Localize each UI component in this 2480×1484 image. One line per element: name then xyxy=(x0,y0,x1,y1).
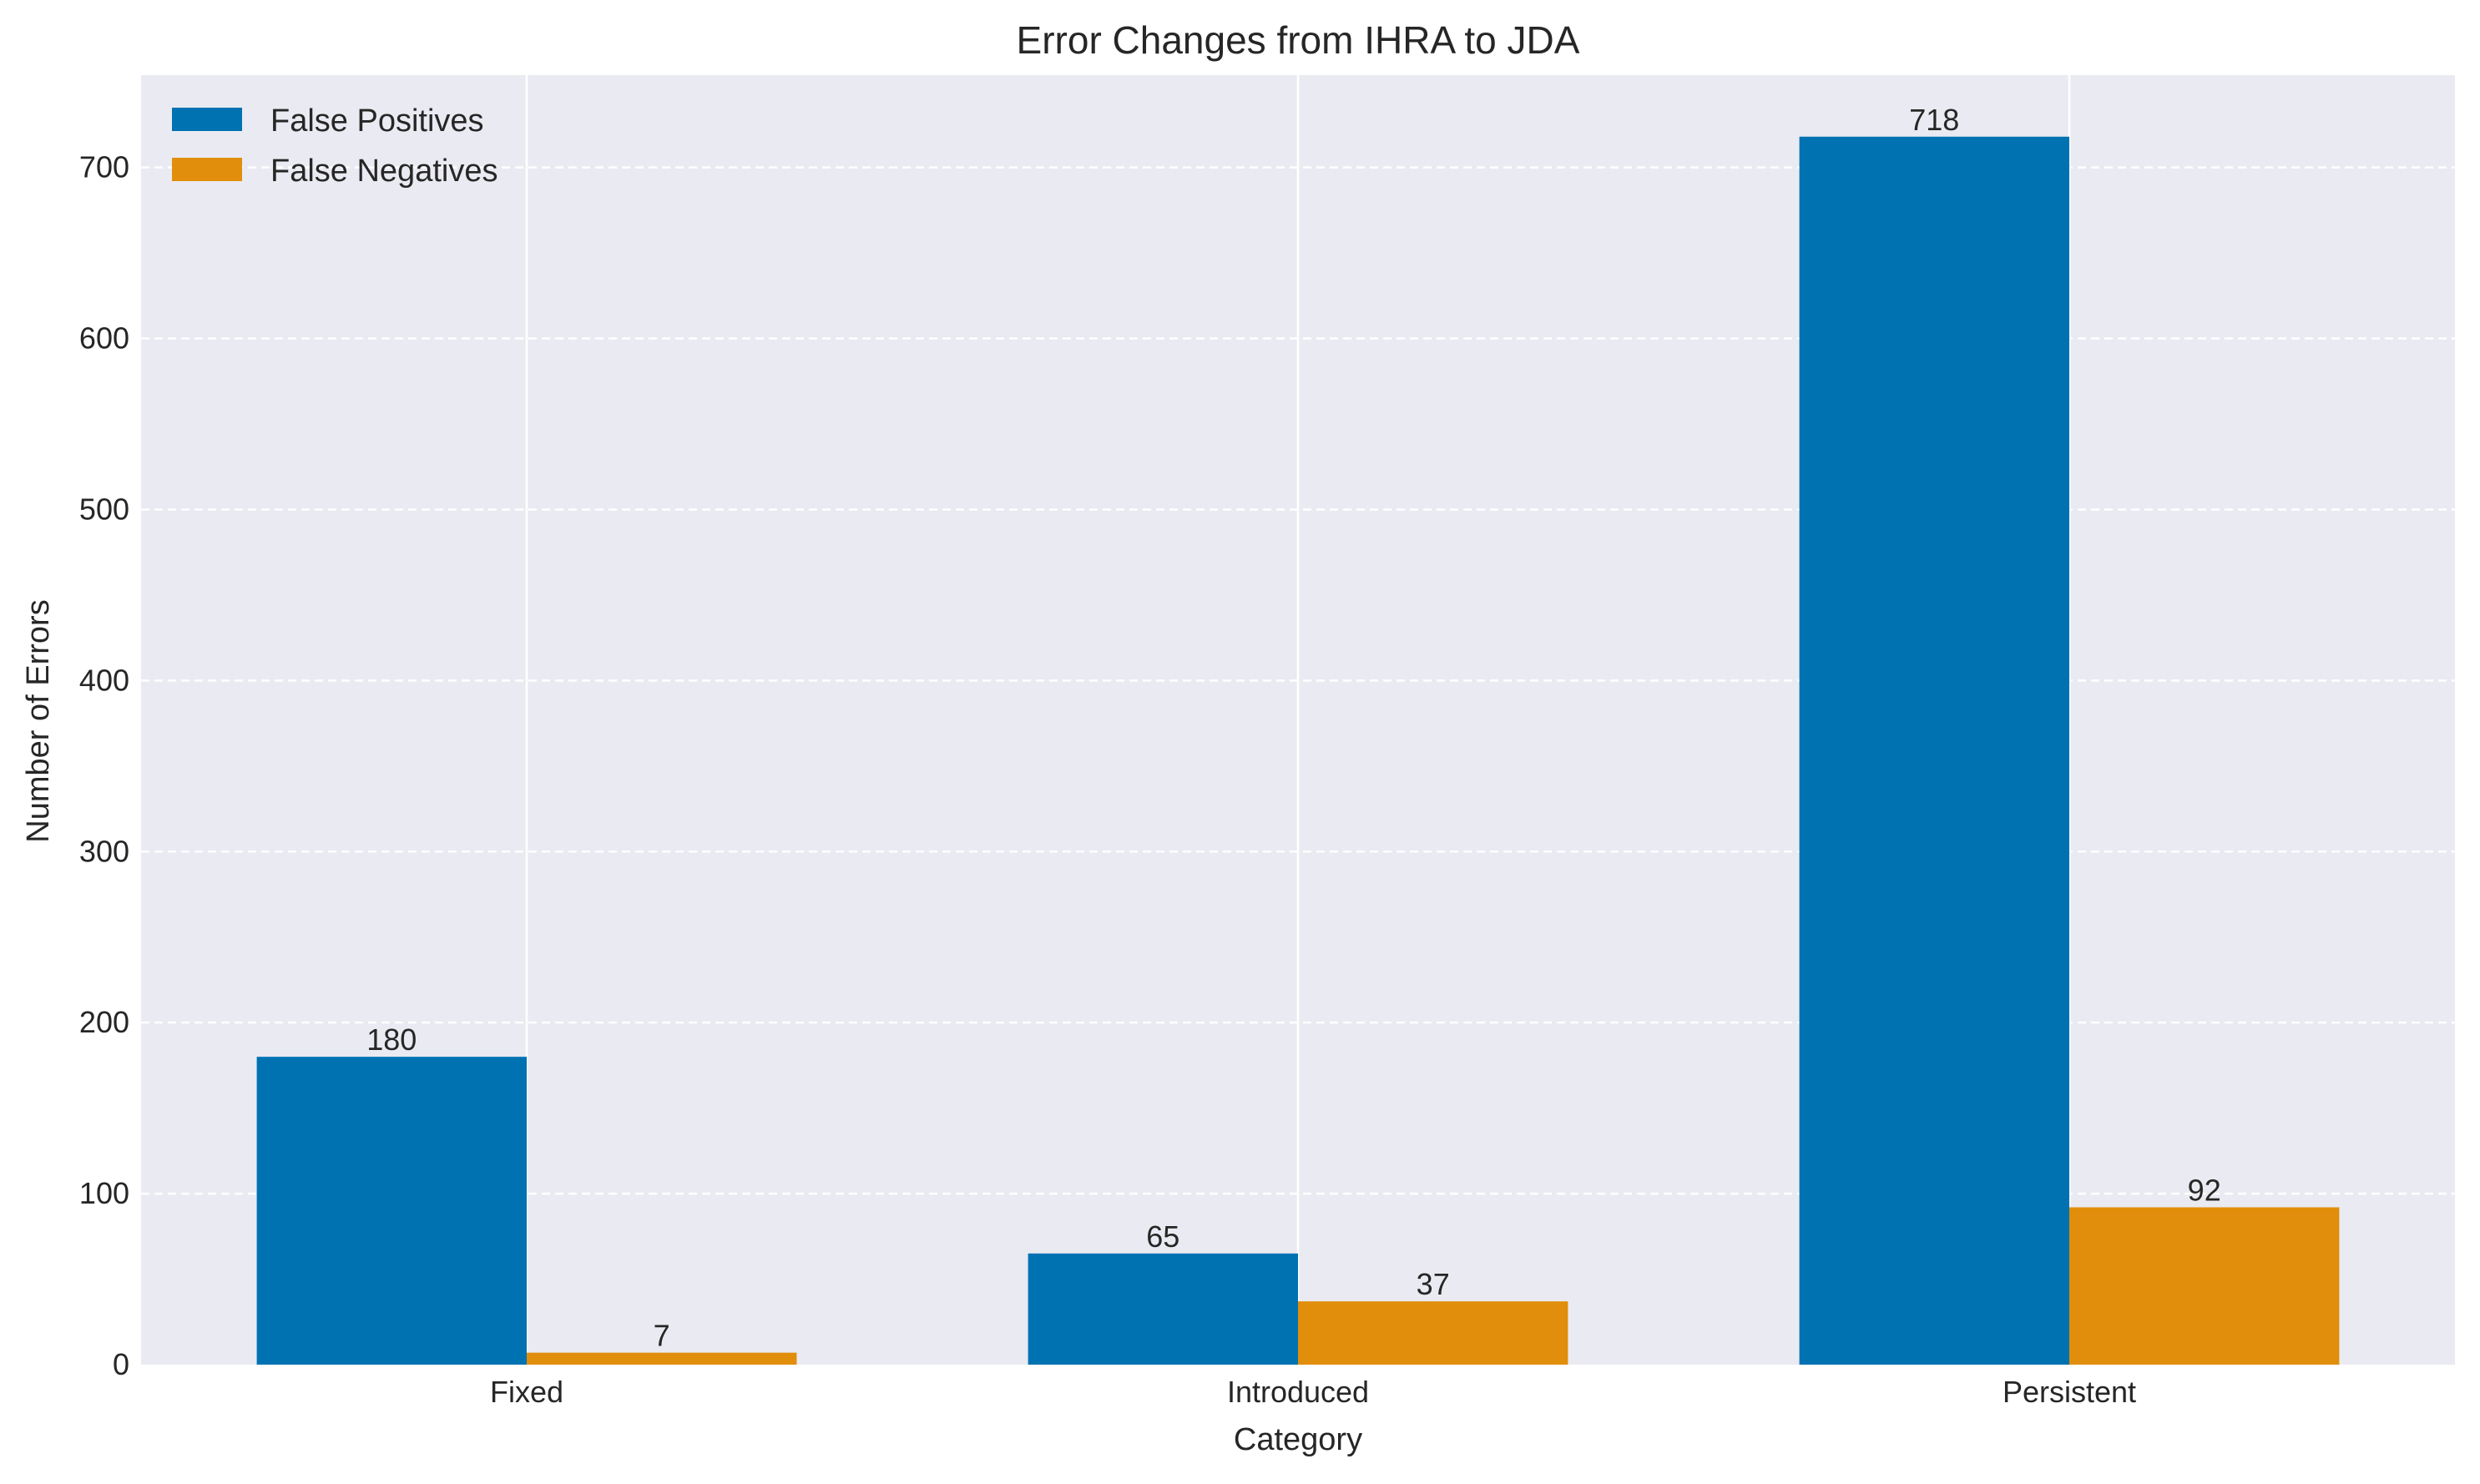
y-tick-label: 100 xyxy=(79,1176,129,1210)
x-tick-label: Persistent xyxy=(2003,1375,2136,1409)
y-tick-label: 700 xyxy=(79,150,129,184)
legend: False Positives False Negatives xyxy=(172,103,498,189)
bar-false-negatives xyxy=(2069,1207,2340,1365)
legend-swatch-false-negatives xyxy=(172,158,242,181)
bar-false-positives xyxy=(1799,136,2069,1365)
legend-label-false-negatives: False Negatives xyxy=(270,154,498,189)
x-axis-ticks: Fixed Introduced Persistent xyxy=(490,1375,2136,1409)
y-axis-label: Number of Errors xyxy=(21,599,56,842)
y-tick-label: 600 xyxy=(79,321,129,356)
x-tick-label: Introduced xyxy=(1227,1375,1369,1409)
x-axis-label: Category xyxy=(1234,1422,1362,1457)
y-tick-label: 200 xyxy=(79,1005,129,1039)
bar-value-label: 92 xyxy=(2188,1173,2221,1207)
bar-false-negatives xyxy=(527,1352,797,1365)
legend-label-false-positives: False Positives xyxy=(270,103,484,139)
x-tick-label: Fixed xyxy=(490,1375,563,1409)
bar-value-label: 65 xyxy=(1146,1219,1179,1254)
bar-value-label: 37 xyxy=(1417,1267,1450,1301)
chart-title: Error Changes from IHRA to JDA xyxy=(1017,18,1580,62)
bar-false-positives xyxy=(1028,1253,1298,1365)
bar-false-positives xyxy=(256,1057,527,1365)
y-tick-label: 0 xyxy=(113,1347,129,1381)
y-tick-label: 300 xyxy=(79,834,129,868)
bar-false-negatives xyxy=(1298,1301,1568,1365)
y-tick-label: 500 xyxy=(79,492,129,526)
legend-swatch-false-positives xyxy=(172,108,242,131)
bar-value-label: 718 xyxy=(1909,103,1959,137)
y-tick-label: 400 xyxy=(79,663,129,697)
bar-value-label: 7 xyxy=(654,1319,670,1353)
bars xyxy=(256,136,2340,1365)
bar-value-label: 180 xyxy=(366,1022,417,1057)
y-axis-ticks: 0 100 200 300 400 500 600 700 xyxy=(79,150,129,1381)
data-labels: 180 65 718 7 37 92 xyxy=(366,103,2220,1353)
